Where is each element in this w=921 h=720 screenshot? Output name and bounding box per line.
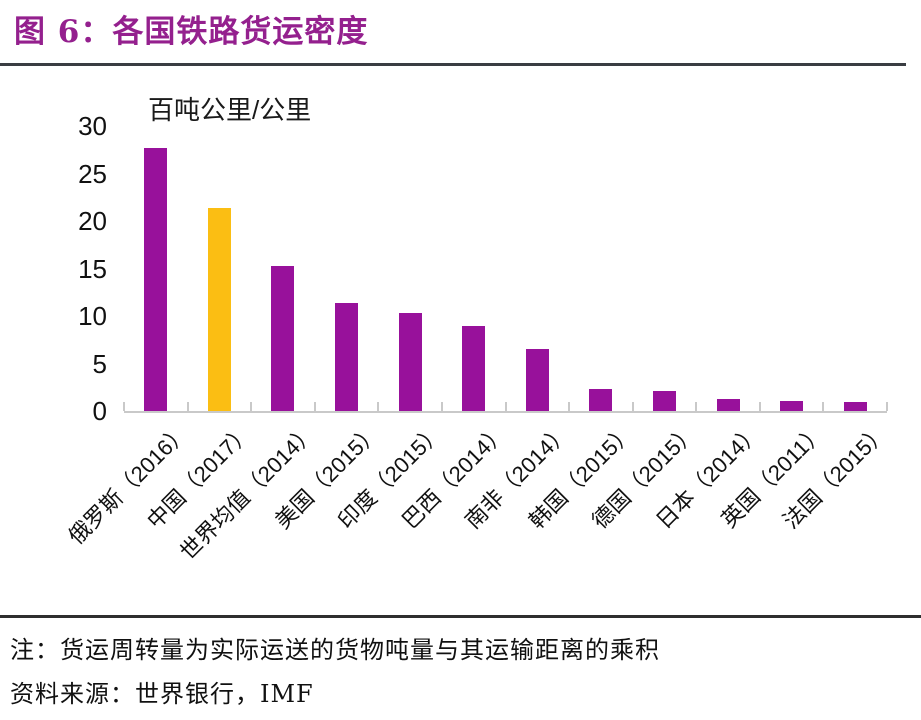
x-axis-tick — [568, 402, 571, 411]
y-axis-label-5: 5 — [92, 348, 107, 379]
x-axis-tick — [631, 402, 634, 411]
title-divider — [0, 63, 906, 66]
bar-12 — [843, 401, 867, 411]
x-axis-tick — [695, 402, 698, 411]
y-axis-label-0: 0 — [92, 396, 107, 426]
x-axis-tick — [123, 402, 125, 411]
bar-9 — [652, 391, 676, 411]
bar-2 — [207, 207, 231, 411]
chart-note: 注：货运周转量为实际运送的货物吨量与其运输距离的乘积 — [10, 636, 660, 664]
footer-divider — [0, 615, 921, 618]
bar-chart: 百吨公里/公里 0 5 10 15 20 25 30 俄罗斯（2016） 中国（2017） 世界均… — [0, 66, 921, 615]
bar-10 — [716, 398, 740, 411]
x-axis-tick — [758, 402, 761, 411]
bar-6 — [462, 325, 486, 411]
bar-8 — [589, 389, 613, 411]
y-axis-unit-label: 百吨公里/公里 — [148, 95, 312, 125]
figure-title: 图 6：各国铁路货运密度 — [14, 14, 369, 50]
x-axis-tick — [886, 402, 888, 411]
y-axis-label-30: 30 — [78, 111, 107, 141]
x-axis-tick — [250, 402, 253, 411]
y-axis-label-15: 15 — [78, 253, 107, 284]
x-axis-tick — [186, 402, 189, 411]
x-axis-tick — [504, 402, 507, 411]
x-axis-line — [124, 411, 887, 413]
bar-1 — [144, 147, 168, 411]
y-axis-label-10: 10 — [78, 301, 107, 331]
bar-7 — [525, 349, 549, 411]
x-axis-tick — [822, 402, 825, 411]
bar-4 — [335, 302, 359, 411]
y-axis-label-25: 25 — [78, 158, 107, 189]
chart-source: 资料来源：世界银行，IMF — [10, 680, 314, 708]
x-axis-tick — [313, 402, 316, 411]
bar-3 — [271, 265, 295, 411]
bar-11 — [780, 400, 804, 411]
x-axis-tick — [440, 402, 443, 411]
x-axis-tick — [377, 402, 380, 411]
y-axis-label-20: 20 — [78, 206, 107, 236]
bar-5 — [398, 313, 422, 411]
